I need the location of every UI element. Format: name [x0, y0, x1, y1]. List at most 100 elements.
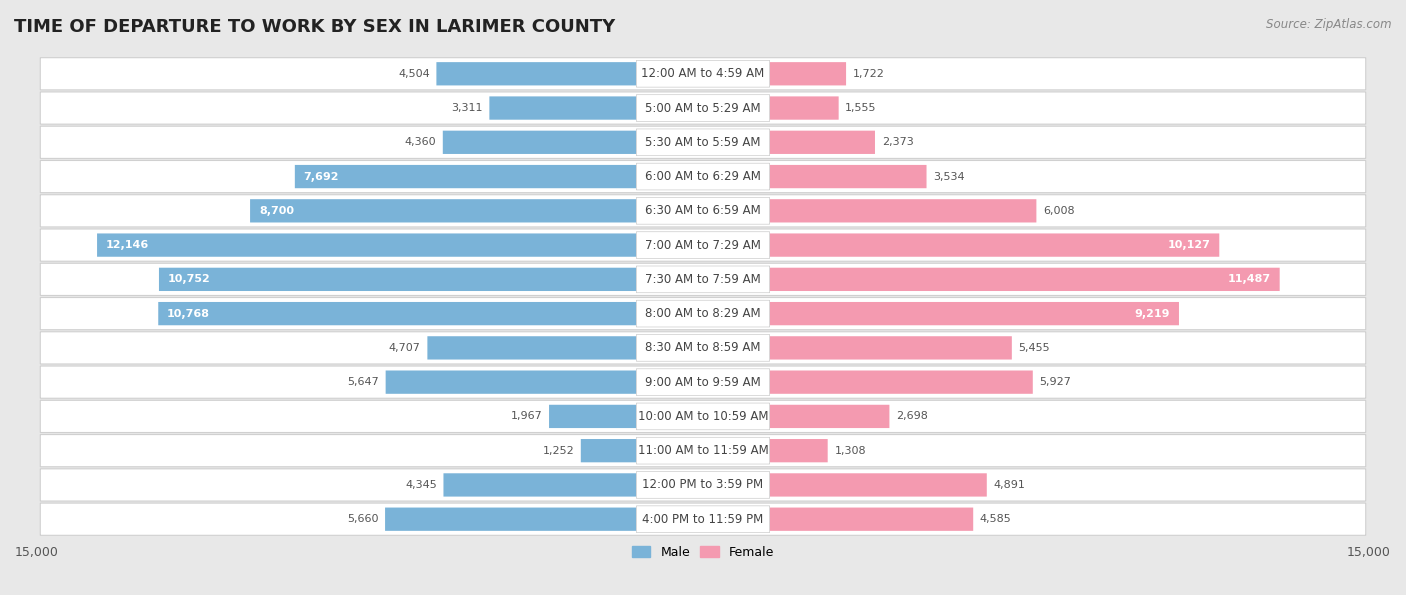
Text: 9,219: 9,219: [1135, 309, 1170, 318]
FancyBboxPatch shape: [41, 434, 1365, 466]
Text: 11:00 AM to 11:59 AM: 11:00 AM to 11:59 AM: [638, 444, 768, 457]
FancyBboxPatch shape: [41, 400, 1365, 433]
FancyBboxPatch shape: [637, 129, 769, 156]
FancyBboxPatch shape: [41, 161, 1365, 193]
FancyBboxPatch shape: [769, 473, 987, 497]
FancyBboxPatch shape: [41, 126, 1365, 158]
FancyBboxPatch shape: [41, 332, 1365, 364]
FancyBboxPatch shape: [385, 371, 637, 394]
FancyBboxPatch shape: [443, 473, 637, 497]
FancyBboxPatch shape: [41, 58, 1365, 90]
FancyBboxPatch shape: [637, 300, 769, 327]
Text: 6:00 AM to 6:29 AM: 6:00 AM to 6:29 AM: [645, 170, 761, 183]
FancyBboxPatch shape: [41, 469, 1365, 501]
FancyBboxPatch shape: [769, 336, 1012, 359]
Text: 1,967: 1,967: [510, 411, 543, 421]
Text: 4,891: 4,891: [994, 480, 1025, 490]
FancyBboxPatch shape: [443, 131, 637, 154]
FancyBboxPatch shape: [489, 96, 637, 120]
FancyBboxPatch shape: [550, 405, 637, 428]
FancyBboxPatch shape: [159, 268, 637, 291]
FancyBboxPatch shape: [769, 405, 890, 428]
FancyBboxPatch shape: [769, 233, 1219, 257]
Text: 4,345: 4,345: [405, 480, 437, 490]
FancyBboxPatch shape: [637, 163, 769, 190]
FancyBboxPatch shape: [41, 503, 1365, 536]
Text: 12:00 AM to 4:59 AM: 12:00 AM to 4:59 AM: [641, 67, 765, 80]
FancyBboxPatch shape: [637, 437, 769, 464]
Legend: Male, Female: Male, Female: [627, 541, 779, 563]
Text: 7:00 AM to 7:29 AM: 7:00 AM to 7:29 AM: [645, 239, 761, 252]
FancyBboxPatch shape: [637, 266, 769, 293]
FancyBboxPatch shape: [41, 263, 1365, 296]
FancyBboxPatch shape: [637, 198, 769, 224]
FancyBboxPatch shape: [769, 131, 875, 154]
FancyBboxPatch shape: [637, 95, 769, 121]
Text: 8,700: 8,700: [259, 206, 294, 216]
Text: 1,722: 1,722: [852, 69, 884, 79]
Text: 6,008: 6,008: [1043, 206, 1074, 216]
Text: 8:30 AM to 8:59 AM: 8:30 AM to 8:59 AM: [645, 342, 761, 355]
FancyBboxPatch shape: [637, 369, 769, 396]
Text: 5:30 AM to 5:59 AM: 5:30 AM to 5:59 AM: [645, 136, 761, 149]
FancyBboxPatch shape: [769, 199, 1036, 223]
FancyBboxPatch shape: [769, 96, 838, 120]
FancyBboxPatch shape: [41, 298, 1365, 330]
Text: 5,455: 5,455: [1018, 343, 1050, 353]
FancyBboxPatch shape: [41, 366, 1365, 398]
Text: 4:00 PM to 11:59 PM: 4:00 PM to 11:59 PM: [643, 513, 763, 526]
FancyBboxPatch shape: [769, 439, 828, 462]
FancyBboxPatch shape: [97, 233, 637, 257]
Text: 5:00 AM to 5:29 AM: 5:00 AM to 5:29 AM: [645, 102, 761, 115]
Text: 1,252: 1,252: [543, 446, 574, 456]
FancyBboxPatch shape: [769, 62, 846, 86]
FancyBboxPatch shape: [769, 268, 1279, 291]
FancyBboxPatch shape: [250, 199, 637, 223]
Text: 2,698: 2,698: [896, 411, 928, 421]
Text: 10,752: 10,752: [167, 274, 211, 284]
Text: 5,660: 5,660: [347, 514, 378, 524]
Text: 1,308: 1,308: [834, 446, 866, 456]
FancyBboxPatch shape: [581, 439, 637, 462]
Text: 4,707: 4,707: [389, 343, 420, 353]
FancyBboxPatch shape: [41, 229, 1365, 261]
Text: TIME OF DEPARTURE TO WORK BY SEX IN LARIMER COUNTY: TIME OF DEPARTURE TO WORK BY SEX IN LARI…: [14, 18, 616, 36]
FancyBboxPatch shape: [295, 165, 637, 188]
Text: 3,311: 3,311: [451, 103, 482, 113]
Text: 6:30 AM to 6:59 AM: 6:30 AM to 6:59 AM: [645, 204, 761, 217]
FancyBboxPatch shape: [637, 334, 769, 361]
FancyBboxPatch shape: [637, 231, 769, 258]
Text: 9:00 AM to 9:59 AM: 9:00 AM to 9:59 AM: [645, 375, 761, 389]
Text: 1,555: 1,555: [845, 103, 877, 113]
Text: 10:00 AM to 10:59 AM: 10:00 AM to 10:59 AM: [638, 410, 768, 423]
Text: 12:00 PM to 3:59 PM: 12:00 PM to 3:59 PM: [643, 478, 763, 491]
FancyBboxPatch shape: [769, 508, 973, 531]
FancyBboxPatch shape: [637, 61, 769, 87]
Text: 11,487: 11,487: [1227, 274, 1271, 284]
Text: 5,927: 5,927: [1039, 377, 1071, 387]
FancyBboxPatch shape: [41, 92, 1365, 124]
FancyBboxPatch shape: [427, 336, 637, 359]
FancyBboxPatch shape: [385, 508, 637, 531]
FancyBboxPatch shape: [41, 195, 1365, 227]
Text: 4,504: 4,504: [398, 69, 430, 79]
Text: 4,585: 4,585: [980, 514, 1011, 524]
FancyBboxPatch shape: [769, 371, 1033, 394]
FancyBboxPatch shape: [436, 62, 637, 86]
Text: Source: ZipAtlas.com: Source: ZipAtlas.com: [1267, 18, 1392, 31]
FancyBboxPatch shape: [637, 472, 769, 498]
FancyBboxPatch shape: [769, 302, 1180, 325]
Text: 12,146: 12,146: [105, 240, 149, 250]
Text: 4,360: 4,360: [405, 137, 436, 148]
FancyBboxPatch shape: [159, 302, 637, 325]
Text: 10,768: 10,768: [167, 309, 209, 318]
Text: 8:00 AM to 8:29 AM: 8:00 AM to 8:29 AM: [645, 307, 761, 320]
Text: 5,647: 5,647: [347, 377, 380, 387]
Text: 7,692: 7,692: [304, 171, 339, 181]
Text: 10,127: 10,127: [1167, 240, 1211, 250]
Text: 3,534: 3,534: [934, 171, 965, 181]
Text: 7:30 AM to 7:59 AM: 7:30 AM to 7:59 AM: [645, 273, 761, 286]
FancyBboxPatch shape: [637, 403, 769, 430]
FancyBboxPatch shape: [637, 506, 769, 533]
FancyBboxPatch shape: [769, 165, 927, 188]
